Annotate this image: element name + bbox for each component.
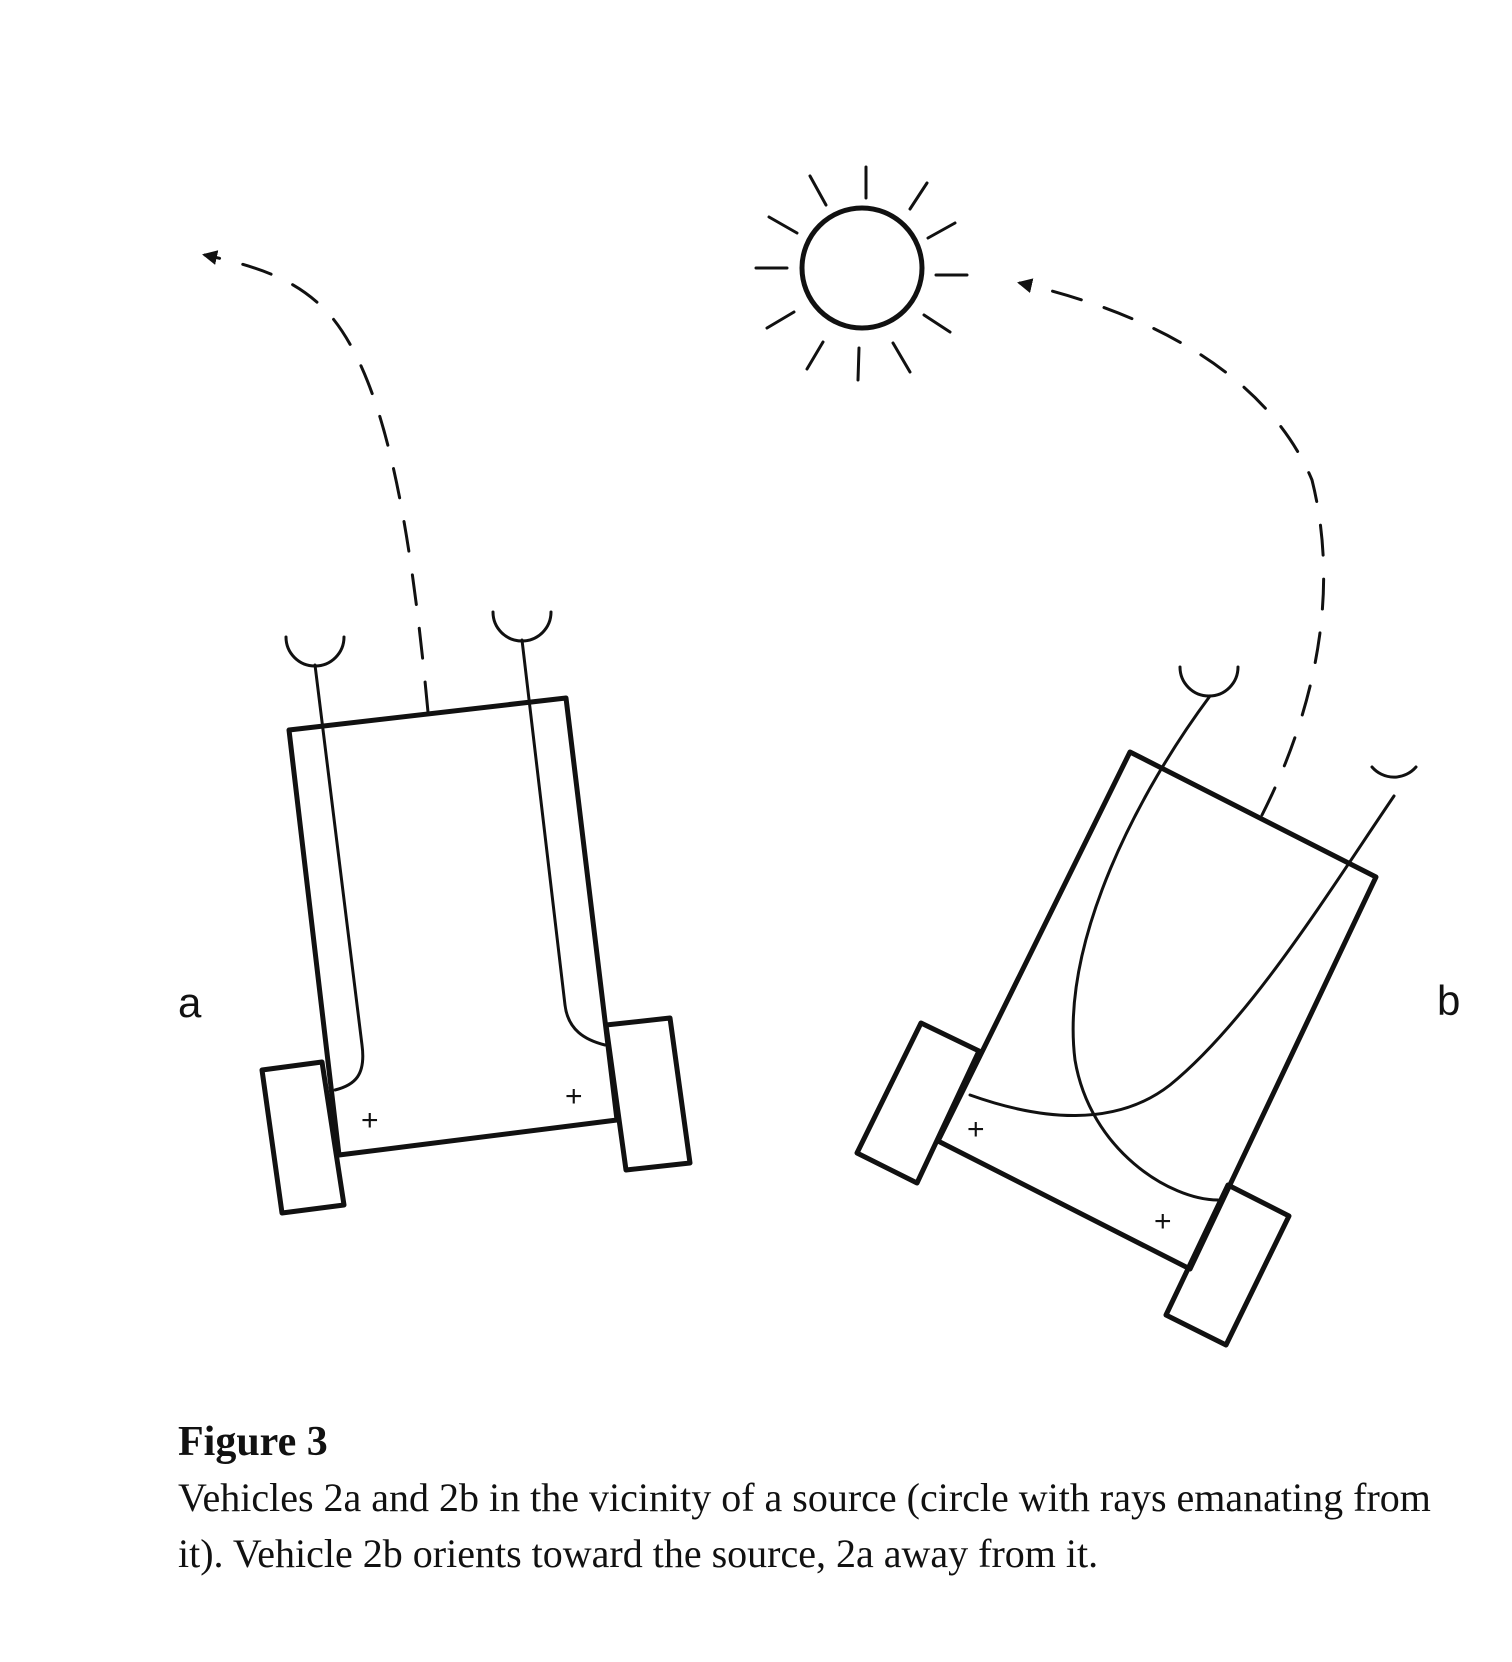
vehicle-a-left-sensor xyxy=(284,635,346,668)
vehicle-b-left-sensor-wire xyxy=(1071,694,1220,1202)
vehicle-2b: + + b xyxy=(854,278,1460,1348)
vehicle-a-left-wheel xyxy=(259,1059,347,1216)
vehicle-a-right-wire xyxy=(520,638,607,1047)
source-circle xyxy=(799,205,925,331)
vehicle-2a: + + a xyxy=(178,250,693,1216)
source-rays xyxy=(754,165,969,382)
vehicle-a-trajectory xyxy=(202,250,430,714)
caption-text: Vehicles 2a and 2b in the vicinity of a … xyxy=(178,1475,1431,1576)
vehicle-b-trajectory xyxy=(1017,278,1326,817)
vehicle-b-left-sensor xyxy=(1178,665,1240,698)
caption-title: Figure 3 xyxy=(178,1419,328,1465)
vehicle-b-right-sensor xyxy=(1370,765,1418,779)
vehicle-a-left-sign: + xyxy=(361,1104,379,1137)
vehicle-b-left-sign: + xyxy=(967,1113,985,1146)
light-source xyxy=(754,165,969,382)
vehicles-diagram: + + a + + b xyxy=(178,165,1460,1348)
vehicle-a-left-wire xyxy=(313,663,365,1092)
vehicle-a-right-sign: + xyxy=(565,1080,583,1113)
vehicle-a-label: a xyxy=(178,979,202,1026)
vehicle-b-body xyxy=(935,749,1379,1272)
vehicle-b-right-sign: + xyxy=(1154,1205,1172,1238)
vehicle-a-right-sensor xyxy=(491,610,553,643)
vehicle-b-right-wheel xyxy=(1163,1182,1292,1348)
vehicle-a-right-wheel xyxy=(603,1015,693,1173)
vehicle-b-right-sensor-wire xyxy=(968,794,1396,1117)
vehicle-b-label: b xyxy=(1437,977,1460,1024)
figure-caption: Figure 3 Vehicles 2a and 2b in the vicin… xyxy=(178,1418,1478,1582)
vehicle-b-left-wheel xyxy=(854,1020,982,1186)
